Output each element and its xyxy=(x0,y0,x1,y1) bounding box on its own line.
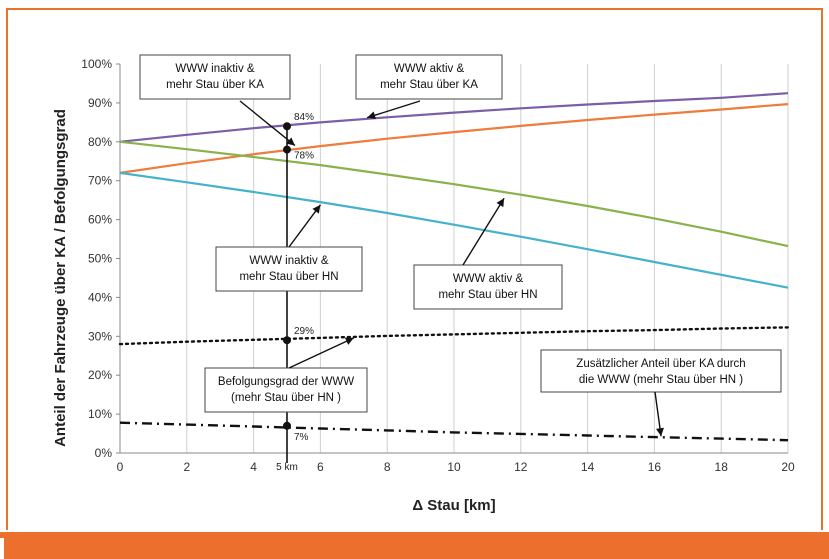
series-lines xyxy=(118,92,790,442)
ann-zusaetzlich: Zusätzlicher Anteil über KA durch die WWW… xyxy=(540,349,782,437)
x-tick-label: 12 xyxy=(514,460,528,474)
x-tick-label: 16 xyxy=(648,460,662,474)
x-tick-label: 18 xyxy=(715,460,729,474)
x-tick-label: 4 xyxy=(250,460,257,474)
annotation-text: WWW inaktiv & xyxy=(249,255,329,267)
series-line-orange xyxy=(119,103,789,174)
annotation-box xyxy=(355,54,503,100)
annotation-text: mehr Stau über KA xyxy=(166,79,264,91)
ann-aktiv-hn: WWW aktiv & mehr Stau über HN xyxy=(413,197,563,310)
y-tick-label: 70% xyxy=(88,174,112,188)
marker-line: 5 km 84% 78% 29% 7% xyxy=(276,112,314,473)
annotation-box xyxy=(540,349,782,393)
x-tick-label: 20 xyxy=(781,460,795,474)
annotation-text: mehr Stau über KA xyxy=(380,79,478,91)
series-line-additional xyxy=(119,421,789,442)
point-label: 7% xyxy=(294,432,309,443)
ann-inaktiv-hn: WWW inaktiv & mehr Stau über HN xyxy=(215,204,363,292)
x-axis-title: Δ Stau [km] xyxy=(412,497,495,514)
annotation-arrowhead xyxy=(344,337,354,345)
ann-befolgung: Befolgungsgrad der WWW (mehr Stau über HN… xyxy=(204,337,368,413)
annotation-text: (mehr Stau über HN ) xyxy=(231,392,341,404)
x-tick-label: 2 xyxy=(183,460,190,474)
y-tick-label: 60% xyxy=(88,213,112,227)
y-tick-label: 30% xyxy=(88,329,112,343)
annotation-text: Zusätzlicher Anteil über KA durch xyxy=(576,358,745,370)
bottom-accent-bar xyxy=(0,532,829,559)
point-marker xyxy=(283,336,291,345)
x-tick-label: 10 xyxy=(447,460,461,474)
x-tick-label: 14 xyxy=(581,460,595,474)
annotation-box xyxy=(413,264,563,310)
x-tick-label: 0 xyxy=(117,460,124,474)
annotation-arrow xyxy=(462,197,505,266)
annotation-arrow xyxy=(239,100,296,147)
point-marker xyxy=(283,145,291,154)
annotation-arrowhead xyxy=(496,198,505,208)
annotation-text: Befolgungsgrad der WWW xyxy=(218,376,354,388)
point-marker xyxy=(283,421,291,430)
point-label: 29% xyxy=(294,326,314,337)
ann-aktiv-ka: WWW aktiv & mehr Stau über KA xyxy=(355,54,503,120)
y-axis-title: Anteil der Fahrzeuge über KA / Befolgung… xyxy=(52,109,69,447)
series-line-purple xyxy=(119,92,789,143)
y-tick-label: 0% xyxy=(95,446,113,460)
marker-5km-label: 5 km xyxy=(276,462,298,473)
annotation-text: mehr Stau über HN xyxy=(239,271,338,283)
point-label: 84% xyxy=(294,112,314,123)
annotation-box xyxy=(215,246,363,292)
annotation-arrow xyxy=(288,204,321,248)
point-marker xyxy=(283,122,291,131)
annotation-arrow xyxy=(288,337,355,369)
annotation-text: WWW aktiv & xyxy=(453,273,524,285)
y-tick-label: 90% xyxy=(88,96,112,110)
annotation-arrowhead xyxy=(367,111,376,120)
ann-inaktiv-ka: WWW inaktiv & mehr Stau über KA xyxy=(139,54,296,147)
annotation-arrowhead xyxy=(656,427,664,437)
annotation-text: WWW inaktiv & xyxy=(175,63,255,75)
y-tick-label: 100% xyxy=(81,57,112,71)
y-tick-label: 80% xyxy=(88,135,112,149)
y-tick-label: 10% xyxy=(88,407,112,421)
series-line-compliance xyxy=(118,326,790,346)
annotation-text: die WWW (mehr Stau über HN ) xyxy=(579,374,743,386)
series-line-green xyxy=(119,140,789,248)
point-label: 78% xyxy=(294,151,314,162)
annotation-arrowhead xyxy=(312,204,321,214)
annotation-text: WWW aktiv & xyxy=(394,63,465,75)
x-tick-label: 8 xyxy=(384,460,391,474)
x-tick-label: 6 xyxy=(317,460,324,474)
y-tick-label: 50% xyxy=(88,252,112,266)
annotation-text: mehr Stau über HN xyxy=(438,289,537,301)
annotation-arrowhead xyxy=(286,137,295,146)
series-line-blue xyxy=(119,171,789,289)
annotation-arrow xyxy=(366,100,421,119)
bottom-accent-notch xyxy=(0,538,4,559)
axes: 0 2 4 6 8 10 12 14 16 18 20 0% 10% 20% 30% 40% 50% 60% 70%… xyxy=(81,57,795,474)
annotation-box xyxy=(204,367,368,413)
annotation-box xyxy=(139,54,291,100)
y-tick-label: 40% xyxy=(88,290,112,304)
y-tick-label: 20% xyxy=(88,368,112,382)
